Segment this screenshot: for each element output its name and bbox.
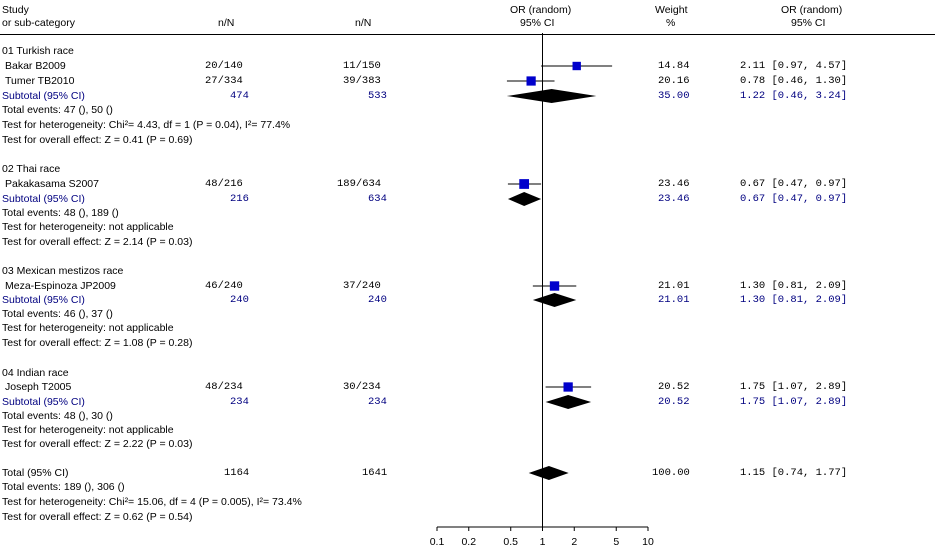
subtotal-ci: 1.30 [0.81, 2.09] xyxy=(740,294,848,306)
subtotal-ci: 1.22 [0.46, 3.24] xyxy=(740,90,848,102)
header-weight: Weight xyxy=(655,4,688,16)
study-name: Joseph T2005 xyxy=(5,381,72,393)
overall-total-ci: 1.15 [0.74, 1.77] xyxy=(740,467,848,479)
subtotal-exp: 474 xyxy=(230,90,249,102)
header-study: Study xyxy=(2,4,29,16)
header-subcategory: or sub-category xyxy=(2,17,75,29)
header-or-random: OR (random) xyxy=(510,4,572,16)
study-ci: 0.78 [0.46, 1.30] xyxy=(740,75,848,87)
x-tick-label: 0.5 xyxy=(503,536,518,548)
group-title-indian: 04 Indian race xyxy=(2,367,69,379)
subtotal-exp: 216 xyxy=(230,193,249,205)
study-weight: 21.01 xyxy=(658,280,690,292)
subtotal-ctrl: 634 xyxy=(368,193,387,205)
study-ctrl: 11/150 xyxy=(343,60,381,72)
x-tick-label: 0.1 xyxy=(430,536,445,548)
x-tick-label: 0.2 xyxy=(461,536,476,548)
subtotal-ctrl: 533 xyxy=(368,90,387,102)
study-marker xyxy=(519,179,530,189)
subtotal-exp: 234 xyxy=(230,396,249,408)
heterogeneity-test: Test for heterogeneity: not applicable xyxy=(2,424,174,436)
heterogeneity-test: Test for heterogeneity: not applicable xyxy=(2,221,174,233)
study-name: Pakakasama S2007 xyxy=(5,178,99,190)
subtotal-diamond xyxy=(507,192,542,206)
study-exp: 48/234 xyxy=(205,381,243,393)
overall-total-ctrl: 1641 xyxy=(362,467,388,479)
header-or-ci: 95% CI xyxy=(520,17,555,29)
header-ctrl-nn: n/N xyxy=(355,17,372,29)
study-ci: 1.75 [1.07, 2.89] xyxy=(740,381,848,393)
study-marker xyxy=(572,61,581,71)
subtotal-diamond xyxy=(545,395,592,409)
subtotal-label: Subtotal (95% CI) xyxy=(2,294,85,306)
study-ci: 0.67 [0.47, 0.97] xyxy=(740,178,848,190)
subtotal-diamond xyxy=(532,293,577,307)
subtotal-exp: 240 xyxy=(230,294,249,306)
study-exp: 20/140 xyxy=(205,60,243,72)
study-exp: 46/240 xyxy=(205,280,243,292)
header-rule xyxy=(0,34,935,35)
study-exp: 48/216 xyxy=(205,178,243,190)
header-orci-ci: 95% CI xyxy=(791,17,826,29)
subtotal-ci: 0.67 [0.47, 0.97] xyxy=(740,193,848,205)
x-tick-label: 10 xyxy=(642,536,654,548)
subtotal-weight: 20.52 xyxy=(658,396,690,408)
subtotal-label: Subtotal (95% CI) xyxy=(2,396,85,408)
subtotal-weight: 23.46 xyxy=(658,193,690,205)
study-ci: 1.30 [0.81, 2.09] xyxy=(740,280,848,292)
total-events: Total events: 47 (), 50 () xyxy=(2,104,113,116)
overall-effect-test: Test for overall effect: Z = 0.62 (P = 0… xyxy=(2,511,193,523)
study-weight: 23.46 xyxy=(658,178,690,190)
total-events: Total events: 46 (), 37 () xyxy=(2,308,113,320)
heterogeneity-test: Test for heterogeneity: Chi²= 4.43, df =… xyxy=(2,119,291,131)
subtotal-ctrl: 234 xyxy=(368,396,387,408)
study-exp: 27/334 xyxy=(205,75,243,87)
study-name: Meza-Espinoza JP2009 xyxy=(5,280,116,292)
total-events: Total events: 48 (), 189 () xyxy=(2,207,119,219)
overall-effect-test: Test for overall effect: Z = 0.41 (P = 0… xyxy=(2,134,193,146)
study-ctrl: 39/383 xyxy=(343,75,381,87)
subtotal-diamond xyxy=(506,89,597,103)
header-weight-pct: % xyxy=(666,17,676,29)
study-weight: 20.52 xyxy=(658,381,690,393)
heterogeneity-test: Test for heterogeneity: Chi²= 15.06, df … xyxy=(2,496,302,508)
total-events: Total events: 189 (), 306 () xyxy=(2,481,125,493)
study-ctrl: 30/234 xyxy=(343,381,381,393)
study-ctrl: 189/634 xyxy=(337,178,382,190)
subtotal-ctrl: 240 xyxy=(368,294,387,306)
subtotal-label: Subtotal (95% CI) xyxy=(2,90,85,102)
header-exp-nn: n/N xyxy=(218,17,235,29)
study-marker xyxy=(563,382,573,392)
subtotal-weight: 21.01 xyxy=(658,294,690,306)
group-title-thai: 02 Thai race xyxy=(2,163,61,175)
subtotal-ci: 1.75 [1.07, 2.89] xyxy=(740,396,848,408)
overall-effect-test: Test for overall effect: Z = 2.22 (P = 0… xyxy=(2,438,193,450)
x-tick-label: 1 xyxy=(540,536,546,548)
study-marker xyxy=(549,281,560,291)
x-tick-label: 2 xyxy=(571,536,577,548)
overall-total-weight: 100.00 xyxy=(652,467,690,479)
heterogeneity-test: Test for heterogeneity: not applicable xyxy=(2,322,174,334)
study-name: Bakar B2009 xyxy=(5,60,66,72)
total-events: Total events: 48 (), 30 () xyxy=(2,410,113,422)
overall-effect-test: Test for overall effect: Z = 2.14 (P = 0… xyxy=(2,236,193,248)
study-weight: 14.84 xyxy=(658,60,690,72)
subtotal-weight: 35.00 xyxy=(658,90,690,102)
group-title-turkish: 01 Turkish race xyxy=(2,45,74,57)
study-name: Tumer TB2010 xyxy=(5,75,75,87)
overall-total-exp: 1164 xyxy=(224,467,250,479)
study-ci: 2.11 [0.97, 4.57] xyxy=(740,60,848,72)
total-diamond xyxy=(528,466,569,480)
subtotal-label: Subtotal (95% CI) xyxy=(2,193,85,205)
header-orci-random: OR (random) xyxy=(781,4,843,16)
x-tick-label: 5 xyxy=(613,536,619,548)
overall-effect-test: Test for overall effect: Z = 1.08 (P = 0… xyxy=(2,337,193,349)
study-ctrl: 37/240 xyxy=(343,280,381,292)
overall-total-label: Total (95% CI) xyxy=(2,467,69,479)
group-title-mexican: 03 Mexican mestizos race xyxy=(2,265,124,277)
study-weight: 20.16 xyxy=(658,75,690,87)
study-marker xyxy=(526,76,536,86)
